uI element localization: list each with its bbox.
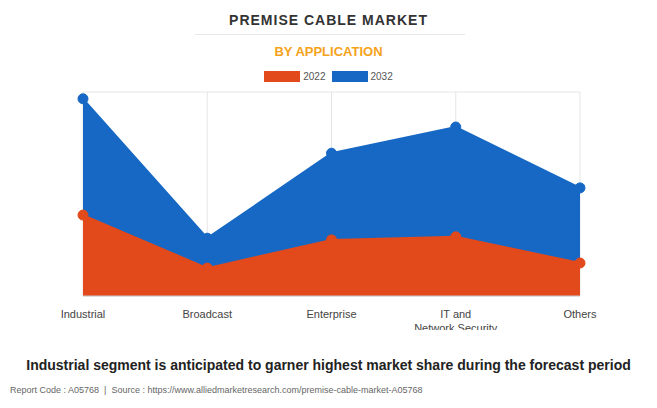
html-text:PREMISE CABLE MARKET: PREMISE CABLE MARKET xyxy=(229,12,428,28)
html-text:2032: 2032 xyxy=(370,71,393,82)
svg-text:Industrial: Industrial xyxy=(61,308,106,320)
svg-text:IT andNetwork Security: IT andNetwork Security xyxy=(414,308,498,330)
svg-text:Broadcast: Broadcast xyxy=(182,308,232,320)
html-text:BY APPLICATION: BY APPLICATION xyxy=(274,44,383,59)
html-text:Industrial segment is anticipa: Industrial segment is anticipated to gar… xyxy=(26,357,631,373)
svg-text:Others: Others xyxy=(563,308,597,320)
html-text:Report Code : A05768 | Source: Report Code : A05768 | Source : https://… xyxy=(10,385,423,395)
svg-text:Enterprise: Enterprise xyxy=(306,308,356,320)
html-text:2022: 2022 xyxy=(303,71,326,82)
